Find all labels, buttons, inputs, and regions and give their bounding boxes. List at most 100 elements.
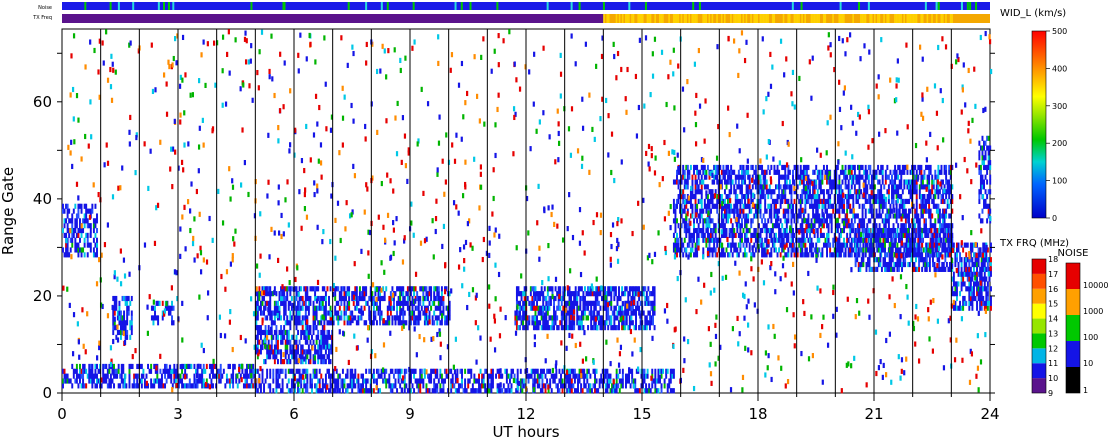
data-cell bbox=[852, 247, 855, 253]
data-cell bbox=[725, 227, 728, 234]
data-cell bbox=[94, 223, 97, 229]
data-cell bbox=[614, 315, 617, 321]
data-cell bbox=[383, 378, 386, 384]
data-cell bbox=[605, 315, 608, 321]
data-cell bbox=[309, 383, 312, 389]
data-cell bbox=[427, 291, 429, 297]
data-cell bbox=[784, 179, 787, 185]
data-cell bbox=[945, 223, 948, 229]
data-cell bbox=[117, 363, 120, 370]
data-cell bbox=[864, 208, 867, 214]
data-cell bbox=[171, 315, 173, 321]
data-cell bbox=[805, 184, 808, 190]
data-cell bbox=[884, 169, 887, 175]
data-cell bbox=[315, 368, 318, 374]
data-cell bbox=[874, 194, 876, 200]
data-cell bbox=[96, 378, 98, 384]
data-cell bbox=[341, 388, 344, 394]
data-cell bbox=[358, 291, 361, 297]
data-cell bbox=[736, 184, 739, 190]
data-cell bbox=[430, 368, 433, 374]
data-cell bbox=[728, 179, 731, 185]
data-cell bbox=[615, 378, 618, 384]
data-cell bbox=[676, 179, 678, 185]
data-cell bbox=[130, 310, 133, 316]
txfreq-strip-mark bbox=[737, 14, 740, 23]
data-cell bbox=[283, 291, 286, 297]
data-cell bbox=[519, 305, 521, 311]
data-cell bbox=[908, 218, 910, 224]
data-cell bbox=[929, 194, 932, 200]
data-cell bbox=[594, 305, 597, 311]
data-cell bbox=[903, 198, 906, 205]
data-cell bbox=[278, 315, 281, 321]
data-cell bbox=[804, 169, 807, 175]
data-cell bbox=[696, 242, 699, 248]
data-cell bbox=[229, 378, 231, 384]
data-cell bbox=[609, 388, 612, 394]
data-cell bbox=[853, 189, 856, 195]
data-cell bbox=[622, 325, 625, 331]
data-cell bbox=[289, 388, 292, 394]
data-cell bbox=[427, 305, 429, 311]
data-cell bbox=[124, 320, 127, 326]
data-cell bbox=[742, 213, 745, 219]
data-cell bbox=[408, 315, 411, 321]
data-cell bbox=[864, 179, 867, 185]
data-cell bbox=[564, 383, 567, 389]
noise-strip-mark bbox=[867, 2, 870, 10]
data-cell bbox=[258, 286, 261, 292]
data-cell bbox=[645, 315, 648, 321]
data-cell bbox=[294, 300, 296, 306]
data-cell bbox=[703, 232, 706, 238]
data-cell bbox=[850, 218, 853, 224]
data-cell bbox=[558, 378, 561, 384]
data-cell bbox=[565, 325, 568, 331]
data-cell bbox=[722, 174, 725, 180]
data-cell bbox=[488, 373, 491, 379]
data-cell bbox=[304, 373, 307, 379]
data-cell bbox=[523, 291, 526, 297]
data-cell bbox=[818, 237, 821, 243]
data-cell bbox=[202, 383, 205, 389]
data-cell bbox=[770, 247, 773, 253]
data-cell bbox=[522, 325, 525, 331]
data-cell bbox=[397, 300, 400, 306]
data-cell bbox=[826, 242, 828, 248]
data-cell bbox=[312, 329, 315, 336]
data-cell bbox=[809, 203, 811, 209]
data-cell bbox=[560, 300, 563, 306]
data-cell bbox=[323, 383, 326, 389]
data-cell bbox=[275, 383, 278, 389]
data-cell bbox=[372, 373, 375, 379]
data-cell bbox=[130, 363, 132, 370]
data-cell bbox=[272, 378, 275, 384]
data-cell bbox=[570, 320, 573, 326]
data-cell bbox=[691, 232, 694, 238]
data-cell bbox=[776, 223, 779, 229]
data-cell bbox=[639, 291, 642, 297]
data-cell bbox=[440, 300, 443, 306]
data-cell bbox=[875, 208, 878, 214]
data-cell bbox=[150, 378, 153, 384]
data-cell bbox=[82, 383, 85, 389]
data-cell bbox=[812, 223, 815, 229]
data-cell bbox=[573, 373, 576, 379]
data-cell bbox=[323, 295, 326, 302]
data-cell bbox=[677, 247, 680, 253]
data-cell bbox=[307, 334, 310, 340]
data-cell bbox=[931, 189, 934, 195]
data-cell bbox=[123, 378, 126, 384]
data-cell bbox=[719, 223, 722, 229]
data-cell bbox=[122, 383, 125, 389]
data-cell bbox=[669, 373, 672, 379]
data-cell bbox=[672, 242, 675, 248]
data-cell bbox=[105, 378, 108, 384]
data-cell bbox=[611, 310, 614, 316]
data-cell bbox=[315, 305, 318, 311]
data-cell bbox=[599, 320, 602, 326]
data-cell bbox=[269, 344, 272, 350]
data-cell bbox=[761, 184, 764, 190]
data-cell bbox=[832, 242, 835, 248]
data-cell bbox=[148, 368, 151, 374]
